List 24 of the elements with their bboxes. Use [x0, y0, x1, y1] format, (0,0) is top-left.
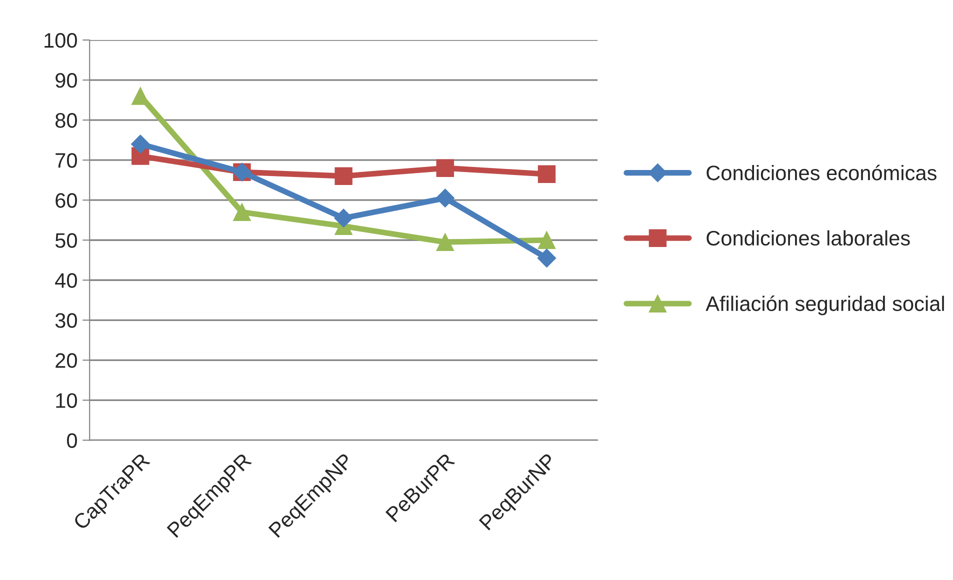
legend-label: Condiciones laborales — [706, 230, 910, 246]
point — [436, 188, 455, 208]
y-tick-label: 0 — [67, 433, 77, 448]
y-tick-label: 40 — [55, 273, 77, 288]
y-tick-label: 100 — [44, 33, 77, 48]
point — [131, 134, 150, 154]
y-tick-label: 80 — [56, 113, 77, 128]
y-tick-label: 70 — [56, 153, 77, 168]
legend-label: Afiliación seguridad social — [706, 296, 944, 316]
point — [537, 248, 556, 268]
y-tick-label: 10 — [56, 393, 77, 408]
point — [436, 233, 454, 251]
y-tick-label: 50 — [55, 233, 77, 248]
y-tick-label: 60 — [56, 193, 77, 208]
point — [538, 165, 556, 183]
y-tick-label: 20 — [56, 353, 77, 368]
point — [334, 167, 352, 185]
y-tick-label: 30 — [55, 313, 77, 328]
legend-label: Condiciones económicas — [706, 164, 936, 180]
point — [233, 203, 251, 221]
y-tick-label: 90 — [56, 73, 77, 88]
point — [538, 231, 556, 249]
point — [334, 208, 353, 228]
point — [436, 159, 454, 177]
